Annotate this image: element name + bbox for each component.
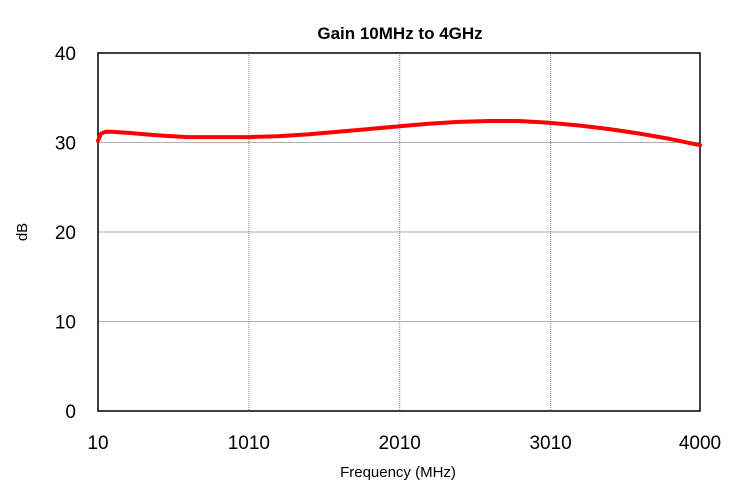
x-tick-label: 1010	[228, 433, 270, 454]
x-tick-label: 3010	[529, 433, 571, 454]
grid-lines	[98, 53, 700, 411]
x-tick-label: 4000	[679, 433, 721, 454]
y-axis-ticks: 0 10 20 30 40	[55, 44, 76, 423]
y-axis-label: dB	[14, 223, 31, 241]
x-tick-label: 10	[87, 433, 108, 454]
y-tick-label: 30	[55, 134, 76, 155]
chart-title: Gain 10MHz to 4GHz	[317, 24, 482, 43]
x-tick-label: 2010	[379, 433, 421, 454]
y-tick-label: 10	[55, 313, 76, 334]
x-axis-label: Frequency (MHz)	[340, 464, 456, 481]
plot-area	[97, 52, 701, 412]
gain-series-line	[96, 119, 702, 148]
y-tick-label: 0	[65, 402, 76, 423]
y-tick-label: 20	[55, 223, 76, 244]
y-tick-label: 40	[55, 44, 76, 65]
